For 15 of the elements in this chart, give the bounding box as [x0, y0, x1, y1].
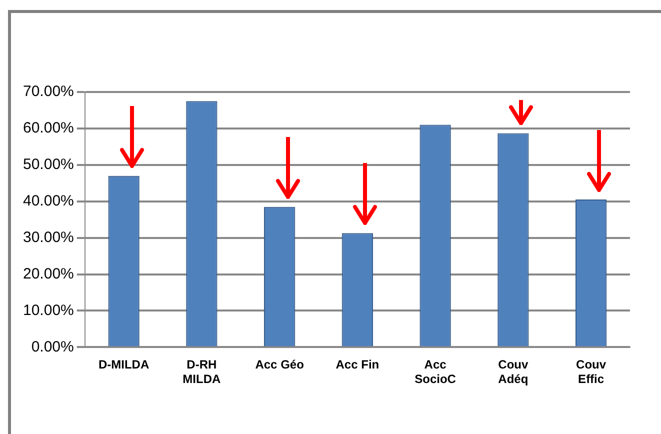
x-tick-label: Acc Fin [336, 358, 380, 372]
y-tick-label: 30.00% [23, 228, 74, 246]
x-tick-label: Couv Effic [576, 358, 606, 386]
y-tick-label: 70.00% [23, 83, 74, 100]
y-tick-label: 10.00% [23, 302, 74, 319]
x-tick-label: Acc SocioC [414, 358, 456, 386]
x-tick-label: Acc Géo [255, 358, 304, 372]
y-tick-label: 20.00% [23, 265, 74, 282]
y-tick-label: 50.00% [23, 156, 74, 174]
y-tick-label: 40.00% [23, 192, 74, 210]
y-tick-label: 0.00% [31, 338, 74, 356]
y-tick-label: 60.00% [23, 120, 74, 137]
x-tick-label: D-MILDA [98, 358, 150, 372]
x-tick-label: D-RH MILDA [182, 358, 222, 386]
x-tick-label: Couv Adéq [498, 358, 529, 386]
